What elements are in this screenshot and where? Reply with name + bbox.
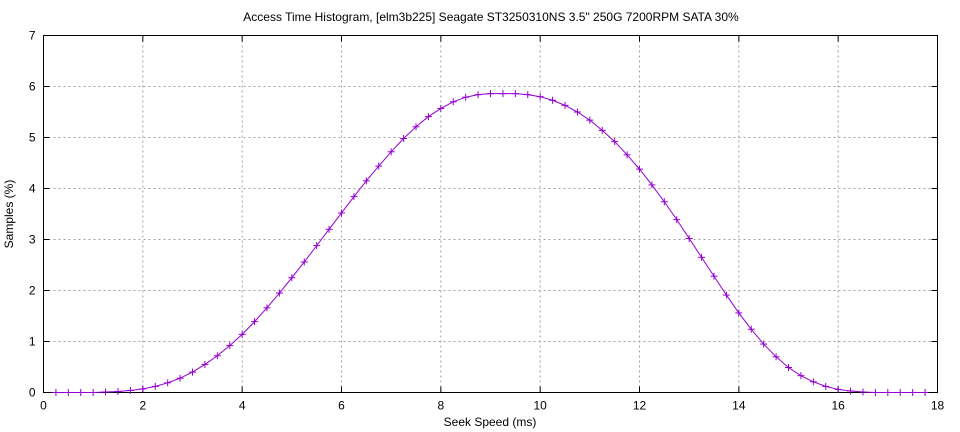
x-tick-label: 18 [931, 399, 945, 413]
data-point [561, 101, 569, 109]
data-point [871, 389, 879, 396]
data-point [511, 90, 519, 98]
data-point [760, 340, 768, 348]
data-point [387, 148, 395, 156]
data-point [586, 116, 594, 124]
data-point [288, 274, 296, 282]
x-tick-label: 12 [633, 399, 647, 413]
data-point [114, 387, 122, 395]
plot-frame [43, 35, 938, 393]
data-point [213, 352, 221, 360]
data-point [362, 177, 370, 185]
data-point [126, 386, 134, 394]
data-point [524, 91, 532, 99]
data-point [809, 378, 817, 386]
x-tick-label: 4 [239, 399, 246, 413]
data-point [325, 225, 333, 233]
data-point [772, 353, 780, 361]
data-point [909, 389, 917, 396]
y-tick-label: 3 [29, 233, 36, 247]
data-point [685, 234, 693, 242]
data-point [151, 382, 159, 390]
grid-lines [43, 35, 938, 393]
data-point [673, 216, 681, 224]
x-tick-label: 0 [40, 399, 47, 413]
y-tick-label: 7 [29, 29, 36, 43]
data-point [139, 385, 147, 393]
data-point [623, 151, 631, 159]
data-point [251, 318, 259, 326]
data-point [189, 368, 196, 376]
data-point [884, 389, 892, 396]
data-point [176, 374, 184, 382]
x-tick-label: 8 [437, 399, 444, 413]
data-point [747, 325, 755, 333]
data-point [698, 253, 706, 261]
data-point [797, 372, 805, 380]
data-point [350, 193, 358, 201]
data-point [785, 364, 792, 372]
data-point [859, 388, 867, 396]
x-tick-label: 2 [139, 399, 146, 413]
data-point [164, 379, 172, 387]
y-axis-label: Samples (%) [2, 180, 16, 249]
y-tick-label: 1 [29, 335, 36, 349]
data-point [462, 93, 470, 101]
data-point [89, 389, 97, 396]
data-series [52, 90, 929, 396]
y-tick-label: 2 [29, 284, 36, 298]
axis-ticks [43, 35, 938, 393]
data-point [77, 389, 85, 396]
data-point [424, 113, 432, 121]
data-point [499, 90, 507, 98]
y-tick-label: 0 [29, 386, 36, 400]
data-point [437, 104, 445, 112]
data-point [474, 91, 482, 99]
series-line [55, 93, 926, 393]
x-tick-label: 6 [338, 399, 345, 413]
data-point [64, 389, 72, 396]
data-point [412, 123, 420, 131]
data-point [226, 342, 234, 350]
data-point [201, 360, 209, 368]
data-point [735, 309, 743, 317]
x-axis-label: Seek Speed (ms) [444, 415, 537, 429]
data-point [375, 162, 383, 170]
data-point [238, 330, 246, 338]
chart-title: Access Time Histogram, [elm3b225] Seagat… [243, 10, 739, 24]
data-point [536, 93, 544, 101]
data-point [52, 389, 60, 396]
data-point [598, 126, 606, 134]
y-tick-label: 5 [29, 131, 36, 145]
data-point [102, 388, 110, 396]
x-tick-label: 14 [732, 399, 746, 413]
data-point [400, 135, 408, 143]
data-point [549, 96, 557, 104]
data-point [263, 304, 271, 312]
data-point [896, 389, 904, 396]
data-point [822, 382, 830, 390]
data-point [338, 209, 345, 217]
data-point [847, 387, 855, 395]
x-tick-label: 10 [533, 399, 547, 413]
x-tick-label: 16 [831, 399, 845, 413]
data-point [660, 198, 668, 206]
data-point [710, 272, 718, 280]
y-tick-label: 4 [29, 182, 36, 196]
data-point [636, 165, 643, 173]
data-point [275, 289, 283, 297]
data-point [921, 389, 929, 396]
data-point [834, 385, 842, 393]
data-point [300, 258, 308, 266]
data-point [487, 90, 494, 98]
data-point [722, 291, 730, 299]
data-point [611, 138, 619, 146]
data-point [573, 108, 581, 116]
data-point [449, 98, 457, 106]
y-tick-label: 6 [29, 80, 36, 94]
data-point [648, 181, 656, 189]
data-point [313, 242, 321, 250]
